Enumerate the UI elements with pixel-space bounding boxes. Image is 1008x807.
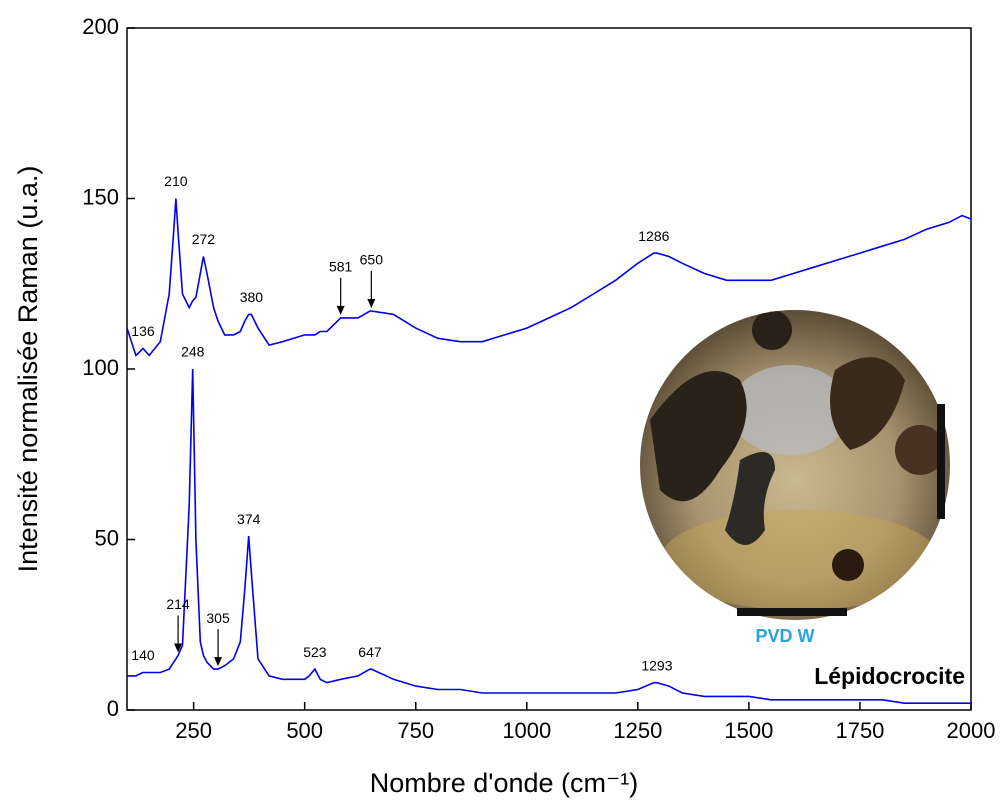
peak-label: 581	[329, 259, 353, 275]
x-tick-label: 1750	[835, 718, 884, 743]
x-axis-title: Nombre d'onde (cm⁻¹)	[370, 768, 638, 798]
y-tick-label: 50	[95, 525, 119, 550]
inset-caption: PVD W	[755, 626, 814, 646]
spectrum-line	[126, 198, 972, 357]
peak-label: 248	[181, 344, 205, 360]
y-tick-label: 0	[107, 696, 119, 721]
sample-label: Lépidocrocite	[814, 663, 965, 689]
x-tick-label: 250	[175, 718, 212, 743]
peak-label: 136	[131, 323, 155, 339]
y-tick-label: 200	[82, 14, 119, 39]
peak-label: 1293	[641, 657, 672, 673]
inset-photo	[640, 310, 950, 620]
y-tick-label: 150	[82, 184, 119, 209]
arrow-head	[214, 657, 223, 667]
arrow-head	[336, 305, 345, 315]
spectrum-line	[127, 368, 971, 704]
peak-label: 140	[131, 647, 155, 663]
peak-label: 650	[360, 252, 384, 268]
x-tick-label: 1000	[502, 718, 551, 743]
peak-label: 305	[206, 610, 230, 626]
x-tick-label: 2000	[947, 718, 996, 743]
x-tick-label: 1500	[724, 718, 773, 743]
x-tick-label: 1250	[613, 718, 662, 743]
arrow-head	[367, 299, 376, 309]
peak-label: 380	[240, 289, 264, 305]
peak-label: 1286	[638, 228, 669, 244]
y-tick-label: 100	[82, 355, 119, 380]
arrow-head	[174, 643, 183, 653]
peak-label: 214	[166, 596, 190, 612]
peak-label: 374	[237, 511, 261, 527]
y-axis-title: Intensité normalisée Raman (u.a.)	[13, 166, 43, 573]
peak-label: 272	[192, 231, 216, 247]
peak-label: 647	[358, 644, 382, 660]
x-tick-label: 500	[286, 718, 323, 743]
peak-label: 523	[303, 644, 327, 660]
x-tick-label: 750	[397, 718, 434, 743]
peak-label: 210	[164, 173, 188, 189]
